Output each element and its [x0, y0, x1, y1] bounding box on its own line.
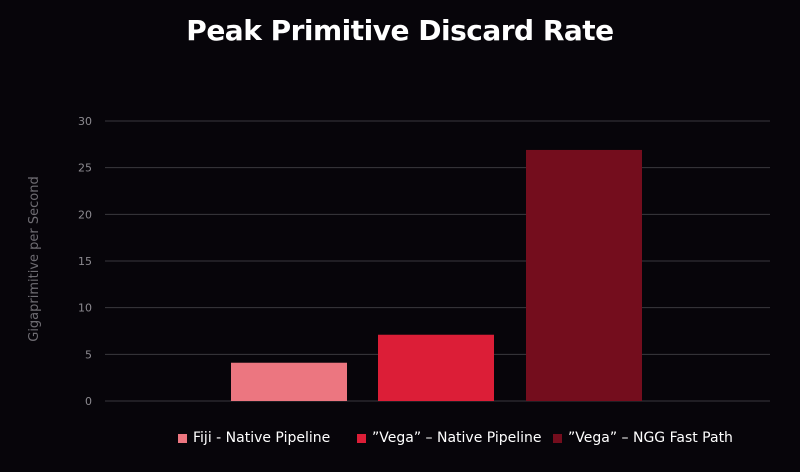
y-tick-label-5: 5 [85, 348, 92, 361]
y-axis-label: Gigaprimitive per Second [27, 176, 42, 342]
legend-swatch-vega-ngg [553, 433, 562, 443]
y-tick-label-0: 0 [85, 395, 92, 408]
legend-item-fiji-native: Fiji - Native Pipeline [178, 430, 330, 446]
y-tick-label-10: 10 [78, 302, 92, 315]
bar-2 [526, 149, 642, 401]
legend-swatch-fiji-native [178, 433, 187, 443]
legend-label-fiji-native: Fiji - Native Pipeline [193, 430, 331, 446]
legend-label-vega-native: ”Vega” – Native Pipeline [372, 430, 542, 446]
legend-swatch-vega-native [357, 433, 366, 443]
legend-item-vega-native: ”Vega” – Native Pipeline [357, 430, 542, 446]
bar-0 [231, 362, 347, 401]
chart-legend: Fiji - Native Pipeline ”Vega” – Native P… [0, 430, 800, 452]
legend-item-vega-ngg: ”Vega” – NGG Fast Path [553, 430, 733, 446]
y-tick-label-30: 30 [78, 115, 92, 128]
chart-title: Peak Primitive Discard Rate [186, 14, 614, 47]
y-tick-label-25: 25 [78, 162, 92, 175]
bar-1 [378, 334, 494, 401]
y-tick-label-20: 20 [78, 208, 92, 221]
legend-label-vega-ngg: ”Vega” – NGG Fast Path [568, 430, 733, 446]
y-tick-label-15: 15 [78, 255, 92, 268]
